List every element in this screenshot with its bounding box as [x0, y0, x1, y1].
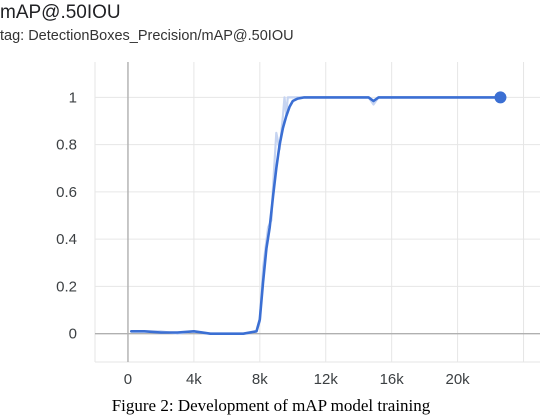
y-tick-label: 0.6 — [56, 184, 77, 201]
x-tick-label: 0 — [124, 371, 132, 388]
series-end-point — [494, 91, 507, 104]
line-chart: 0 4k 8k 12k 16k 20k 0 0.2 0.4 0.6 0.8 1 — [56, 62, 540, 388]
chart-title: mAP@.50IOU — [0, 2, 121, 23]
grid-layer — [94, 62, 540, 363]
x-tick-label: 20k — [445, 371, 470, 388]
y-tick-label: 1 — [69, 89, 77, 106]
y-tick-label: 0.4 — [56, 231, 77, 248]
tick-label-layer: 0 4k 8k 12k 16k 20k 0 0.2 0.4 0.6 0.8 1 — [56, 89, 470, 388]
figure-caption: Figure 2: Development of mAP model train… — [111, 396, 431, 415]
x-tick-label: 12k — [314, 371, 339, 388]
x-tick-label: 16k — [380, 371, 405, 388]
axis-layer — [95, 62, 540, 362]
y-tick-label: 0 — [69, 326, 77, 343]
chart-tag: tag: DetectionBoxes_Precision/mAP@.50IOU — [0, 28, 294, 44]
x-tick-label: 4k — [186, 371, 202, 388]
series-layer — [130, 91, 507, 336]
raw-series-line — [130, 96, 502, 335]
x-tick-label: 8k — [252, 371, 268, 388]
y-tick-label: 0.8 — [56, 137, 77, 154]
y-tick-label: 0.2 — [56, 278, 77, 295]
smoothed-series-line — [130, 96, 502, 336]
